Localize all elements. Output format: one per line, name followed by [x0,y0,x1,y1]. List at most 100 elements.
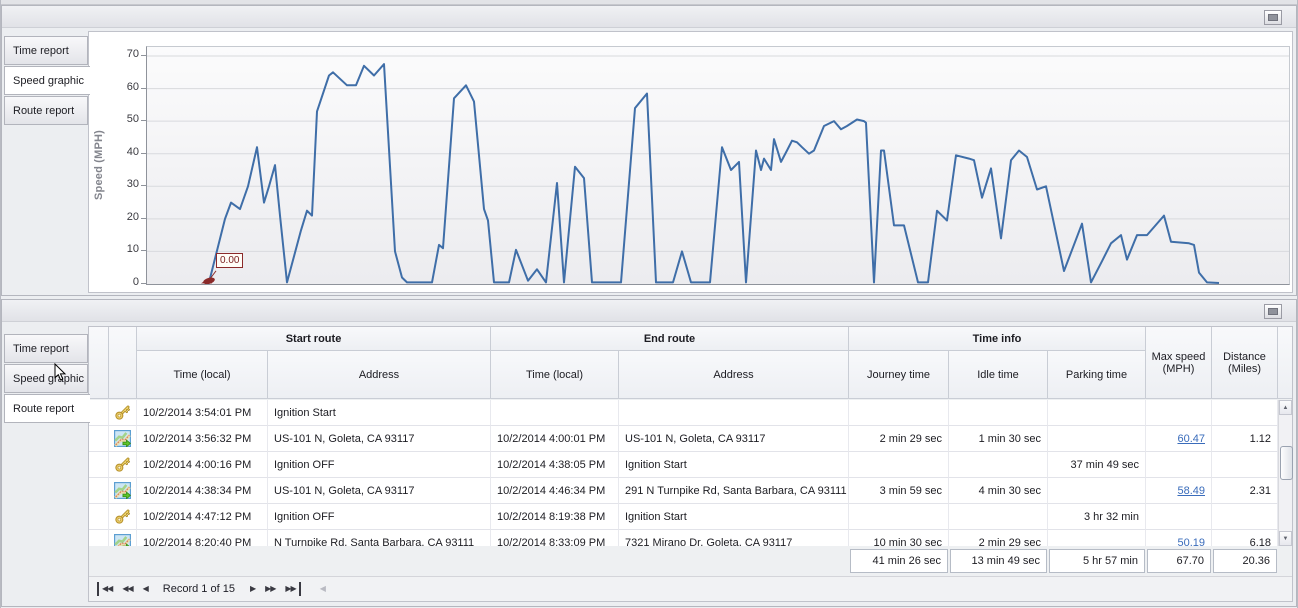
table-row[interactable]: 10/2/2014 4:38:34 PM US-101 N, Goleta, CA… [89,478,1278,504]
ignition-key-icon [109,400,137,426]
parking-time-cell [1048,478,1146,504]
summary-parking-time: 5 hr 57 min [1049,549,1145,573]
bottom-panel-body: Time report Speed graphic Route report Sta… [2,322,1296,606]
start-address-cell: US-101 N, Goleta, CA 93117 [268,426,491,452]
y-tick-label: 20 [111,211,147,223]
summary-idle-time: 13 min 49 sec [950,549,1047,573]
speed-line-chart [147,55,1289,284]
start-time-cell: 10/2/2014 3:54:01 PM [137,400,268,426]
max-speed-link[interactable]: 60.47 [1177,432,1205,445]
scrollbar-thumb[interactable] [1280,446,1293,480]
tab-time-report[interactable]: Time report [4,334,88,363]
ignition-key-icon [109,452,137,478]
table-row[interactable]: 10/2/2014 3:54:01 PM Ignition Start [89,400,1278,426]
table-row[interactable]: 10/2/2014 4:47:12 PM Ignition OFF 10/2/201… [89,504,1278,530]
start-time-cell: 10/2/2014 4:38:34 PM [137,478,268,504]
y-tick-label: 70 [111,48,147,60]
end-address-cell: US-101 N, Goleta, CA 93117 [619,426,849,452]
parking-time-cell [1048,400,1146,426]
start-time-column-header: Time (local) [137,351,268,399]
tab-time-report[interactable]: Time report [4,36,88,65]
start-address-cell: US-101 N, Goleta, CA 93117 [268,478,491,504]
journey-time-column-header: Journey time [849,351,949,399]
collapse-bottom-panel-button[interactable] [1264,304,1282,319]
table-row[interactable]: 10/2/2014 4:00:16 PM Ignition OFF 10/2/201… [89,452,1278,478]
route-map-icon [109,426,137,452]
tab-speed-graphic[interactable]: Speed graphic [4,364,88,393]
journey-time-cell [849,400,949,426]
end-time-cell: 10/2/2014 8:33:09 PM [491,530,619,546]
start-address-cell: Ignition Start [268,400,491,426]
top-splitter [1,0,1297,5]
tab-route-report[interactable]: Route report [4,394,90,423]
next-page-button[interactable]: ▶▶ [265,584,276,593]
distance-cell: 1.12 [1212,426,1278,452]
end-address-column-header: Address [619,351,849,399]
header-filler [1278,327,1292,399]
ignition-key-icon [109,504,137,530]
max-speed-link[interactable]: 58.49 [1177,484,1205,497]
end-address-cell: 291 N Turnpike Rd, Santa Barbara, CA 931… [619,478,849,504]
start-address-cell: Ignition OFF [268,504,491,530]
start-address-column-header: Address [268,351,491,399]
max-speed-cell [1146,452,1212,478]
journey-time-cell: 2 min 29 sec [849,426,949,452]
last-record-button[interactable]: ▶▶ [282,582,301,596]
summary-row: 41 min 26 sec 13 min 49 sec 5 hr 57 min … [89,546,1292,576]
row-indicator-cell [89,426,109,452]
distance-cell [1212,400,1278,426]
max-speed-cell [1146,504,1212,530]
summary-max-speed: 67.70 [1147,549,1211,573]
speed-annotation-label: 0.00 [216,253,244,268]
scroll-up-button[interactable]: ▲ [1279,400,1292,415]
end-time-cell [491,400,619,426]
route-map-icon [109,478,137,504]
collapse-icon [1268,14,1278,21]
max-speed-cell: 50.19 [1146,530,1212,546]
idle-time-column-header: Idle time [949,351,1048,399]
collapse-icon [1268,308,1278,315]
prev-page-button[interactable]: ◀◀ [122,584,133,593]
record-navigator: ◀◀ ◀◀ ◀ Record 1 of 15 ▶ ▶▶ ▶▶ ◀ [89,576,1292,601]
distance-cell [1212,504,1278,530]
summary-journey-time: 41 min 26 sec [850,549,948,573]
idle-time-cell: 4 min 30 sec [949,478,1048,504]
icon-column-header [109,327,137,399]
start-address-cell: N Turnpike Rd, Santa Barbara, CA 93111 [268,530,491,546]
idle-time-cell [949,400,1048,426]
row-indicator-cell [89,452,109,478]
start-time-cell: 10/2/2014 3:56:32 PM [137,426,268,452]
y-axis-title: Speed (MPH) [93,129,105,200]
journey-time-cell: 10 min 30 sec [849,530,949,546]
end-address-cell: Ignition Start [619,504,849,530]
first-record-button[interactable]: ◀◀ [97,582,115,596]
idle-time-cell: 2 min 29 sec [949,530,1048,546]
end-route-group-header: End route [491,327,849,351]
time-info-group-header: Time info [849,327,1146,351]
parking-time-cell: 37 min 49 sec [1048,452,1146,478]
tab-route-report[interactable]: Route report [4,96,88,125]
table-vertical-scrollbar[interactable]: ▲ ▼ [1278,400,1293,546]
record-indicator: Record 1 of 15 [162,583,235,595]
scroll-down-button[interactable]: ▼ [1279,531,1292,546]
table-row[interactable]: 10/2/2014 8:20:40 PM N Turnpike Rd, Santa… [89,530,1278,546]
route-table: Start route End route Time info Max spee… [88,326,1293,602]
y-tick-label: 30 [111,178,147,190]
speed-graphic-panel: Time report Speed graphic Route report Spe… [1,5,1297,296]
end-time-cell: 10/2/2014 4:00:01 PM [491,426,619,452]
y-tick-label: 50 [111,113,147,125]
table-header: Start route End route Time info Max spee… [89,327,1292,400]
collapse-top-panel-button[interactable] [1264,10,1282,25]
table-row[interactable]: 10/2/2014 3:56:32 PM US-101 N, Goleta, CA… [89,426,1278,452]
idle-time-cell: 1 min 30 sec [949,426,1048,452]
next-record-button[interactable]: ▶ [249,584,256,593]
tab-speed-graphic[interactable]: Speed graphic [4,66,90,95]
distance-column-header: Distance (Miles) [1212,327,1278,399]
plot-area[interactable]: 0.00 [146,46,1290,285]
prev-record-button[interactable]: ◀ [142,584,149,593]
max-speed-cell [1146,400,1212,426]
max-speed-cell: 58.49 [1146,478,1212,504]
route-map-icon [109,530,137,546]
idle-time-cell [949,504,1048,530]
journey-time-cell [849,452,949,478]
